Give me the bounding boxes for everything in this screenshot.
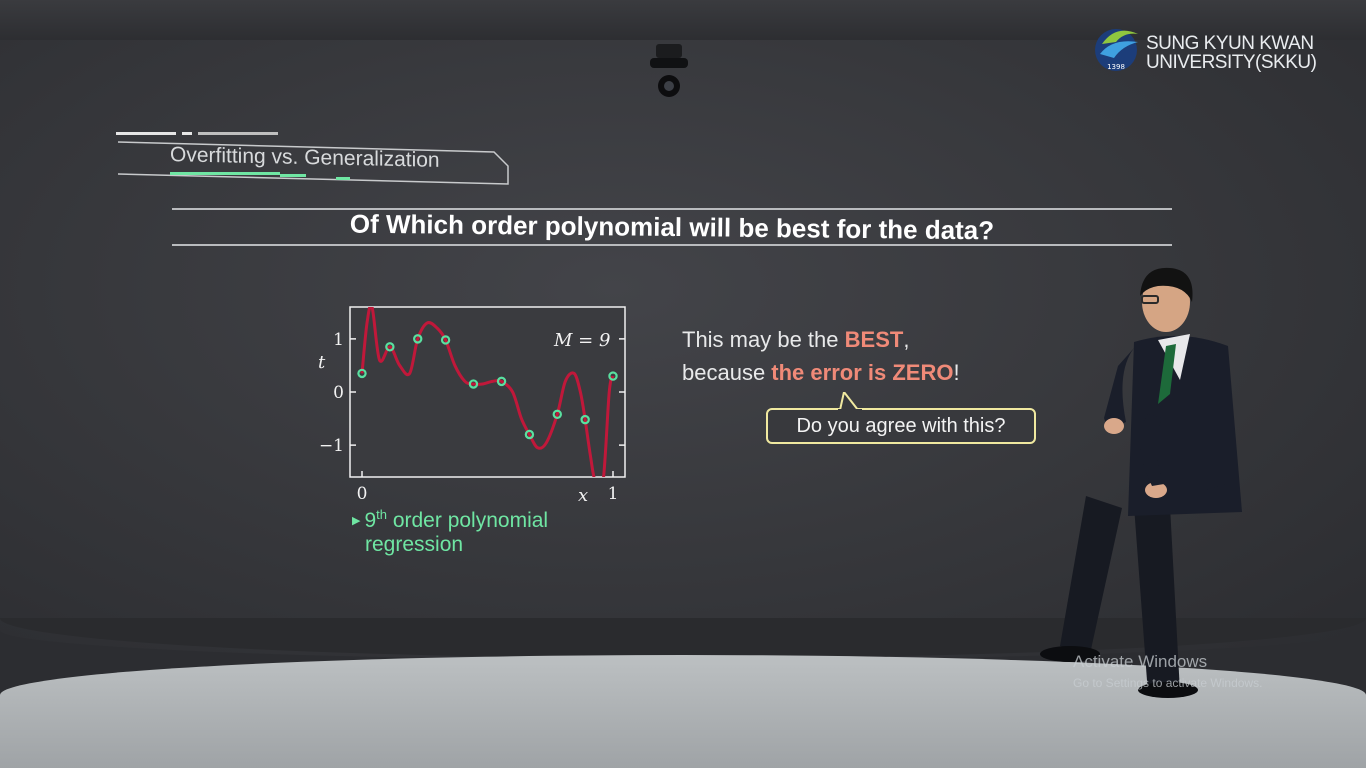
logo-line-2: UNIVERSITY(SKKU) bbox=[1146, 52, 1317, 73]
caption-order-suffix: th bbox=[376, 507, 387, 522]
data-point bbox=[413, 334, 423, 344]
claim-error-highlight: the error is ZERO bbox=[771, 360, 954, 385]
claim-line-2: because bbox=[682, 360, 772, 385]
claim-text: This may be the BEST, because the error … bbox=[682, 323, 960, 389]
question-top-rule bbox=[172, 208, 1172, 210]
data-point bbox=[385, 342, 395, 352]
claim-line-2-end: ! bbox=[953, 360, 960, 385]
caption-line-2: regression bbox=[365, 533, 464, 556]
x-tick-label: 0 bbox=[357, 484, 368, 504]
caption-bullet-icon: ▶ bbox=[352, 515, 361, 527]
bubble-tail-icon bbox=[838, 392, 862, 412]
logo-line-1: SUNG KYUN KWAN bbox=[1146, 33, 1314, 54]
claim-line-1: This may be the bbox=[682, 327, 845, 352]
data-point bbox=[608, 371, 618, 381]
x-axis-label: x bbox=[578, 485, 588, 506]
y-axis-label: t bbox=[318, 352, 326, 373]
data-point bbox=[552, 409, 562, 420]
skku-emblem-icon: 1398 bbox=[1095, 29, 1138, 71]
claim-best-highlight: BEST bbox=[844, 327, 904, 352]
svg-text:1398: 1398 bbox=[1107, 63, 1125, 71]
university-logo: 1398 SUNG KYUN KWAN UNIVERSITY(SKKU) bbox=[1094, 24, 1334, 80]
windows-activation-watermark: Activate Windows Go to Settings to activ… bbox=[1073, 652, 1262, 690]
data-point bbox=[524, 429, 535, 440]
question-bottom-rule bbox=[172, 244, 1172, 246]
question-bubble: Do you agree with this? bbox=[766, 408, 1036, 444]
claim-line-1-end: , bbox=[903, 327, 910, 352]
plot-caption: ▶ 9th order polynomial regression bbox=[352, 503, 548, 557]
data-point bbox=[440, 335, 451, 345]
studio-floor bbox=[0, 655, 1366, 768]
watermark-subtitle: Go to Settings to activate Windows. bbox=[1073, 676, 1263, 690]
y-tick-label: −1 bbox=[319, 436, 344, 456]
ceiling-camera-icon bbox=[650, 44, 688, 97]
caption-line-1: order polynomial bbox=[387, 509, 549, 532]
watermark-title: Activate Windows bbox=[1073, 652, 1208, 671]
data-point bbox=[496, 376, 507, 387]
y-tick-label: 1 bbox=[333, 330, 344, 350]
x-tick-label: 1 bbox=[608, 484, 619, 504]
section-tag-frame bbox=[116, 132, 509, 185]
data-point bbox=[580, 414, 590, 425]
presenter-figure bbox=[1040, 267, 1242, 698]
data-point bbox=[468, 379, 479, 389]
y-tick-label: 0 bbox=[333, 383, 344, 403]
data-point bbox=[357, 368, 367, 379]
caption-order: 9 bbox=[364, 509, 377, 532]
polynomial-fit-plot: 1 0 −1 0 1 M = 9 t x bbox=[318, 306, 626, 506]
m-annotation: M = 9 bbox=[553, 330, 610, 351]
